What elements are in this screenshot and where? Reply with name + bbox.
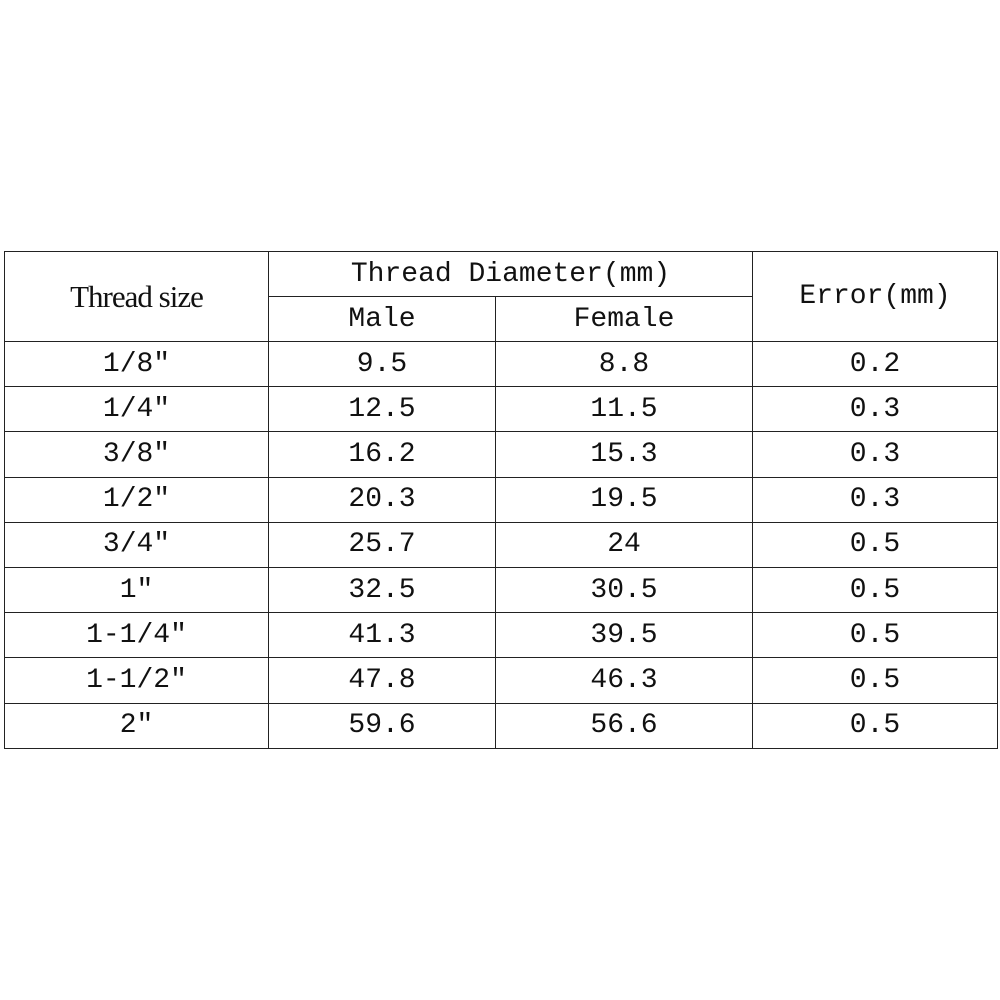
table-cell: 20.3 <box>268 476 496 523</box>
table-body: 1/8″ 9.5 8.8 0.2 1/4″ 12.5 11.5 0.3 3/8″ 16.2 15.3… <box>4 340 999 749</box>
table-row: 1″ 32.5 30.5 0.5 <box>4 566 999 614</box>
table-cell: 0.5 <box>752 566 999 614</box>
table-row: 2″ 59.6 56.6 0.5 <box>4 702 999 749</box>
table-cell: 3/8″ <box>4 431 269 478</box>
table-cell: 9.5 <box>268 340 496 388</box>
table-cell: 32.5 <box>268 566 496 614</box>
table-cell: 1/8″ <box>4 340 269 388</box>
table-cell: 3/4″ <box>4 521 269 568</box>
table-cell: 1/4″ <box>4 386 269 433</box>
table-row: 1/8″ 9.5 8.8 0.2 <box>4 340 999 388</box>
table-cell: 0.5 <box>752 702 999 749</box>
table-cell: 11.5 <box>494 386 754 433</box>
table-cell: 0.3 <box>752 476 999 523</box>
table-row: 1/2″ 20.3 19.5 0.3 <box>4 476 999 523</box>
table-cell: 12.5 <box>268 386 496 433</box>
table-cell: 25.7 <box>268 521 496 568</box>
table-row: 1-1/2″ 47.8 46.3 0.5 <box>4 657 999 704</box>
header-cell: Thread size <box>4 251 269 342</box>
header-cell: Thread Diameter(mm) <box>267 251 754 297</box>
table-cell: 2″ <box>4 702 269 749</box>
table-cell: 56.6 <box>494 702 754 749</box>
table-cell: 0.2 <box>752 340 999 388</box>
table-cell: 0.5 <box>752 521 999 568</box>
table-cell: 30.5 <box>494 566 754 614</box>
table-row: 3/4″ 25.7 24 0.5 <box>4 521 999 568</box>
table-cell: 24 <box>494 521 754 568</box>
table-cell: 1″ <box>4 566 269 614</box>
table-cell: 15.3 <box>494 431 754 478</box>
header-cell: Male <box>268 296 496 342</box>
table-cell: 0.5 <box>752 657 999 704</box>
table-cell: 0.5 <box>752 612 999 659</box>
header-cell: Female <box>494 296 754 342</box>
table-cell: 0.3 <box>752 431 999 478</box>
table-row: 1-1/4″ 41.3 39.5 0.5 <box>4 612 999 659</box>
header-cell: Error(mm) <box>752 251 999 342</box>
table-cell: 41.3 <box>268 612 496 659</box>
table-cell: 1-1/4″ <box>4 612 269 659</box>
table-cell: 39.5 <box>494 612 754 659</box>
table-cell: 1/2″ <box>4 476 269 523</box>
table-row: 1/4″ 12.5 11.5 0.3 <box>4 386 999 433</box>
table-cell: 0.3 <box>752 386 999 433</box>
table-cell: 59.6 <box>268 702 496 749</box>
table-cell: 47.8 <box>268 657 496 704</box>
table-cell: 46.3 <box>494 657 754 704</box>
thread-table: Thread size Thread Diameter(mm) Error(mm… <box>4 251 999 749</box>
table-cell: 16.2 <box>268 431 496 478</box>
table-cell: 1-1/2″ <box>4 657 269 704</box>
table-cell: 8.8 <box>494 340 754 388</box>
table-row: 3/8″ 16.2 15.3 0.3 <box>4 431 999 478</box>
table-cell: 19.5 <box>494 476 754 523</box>
